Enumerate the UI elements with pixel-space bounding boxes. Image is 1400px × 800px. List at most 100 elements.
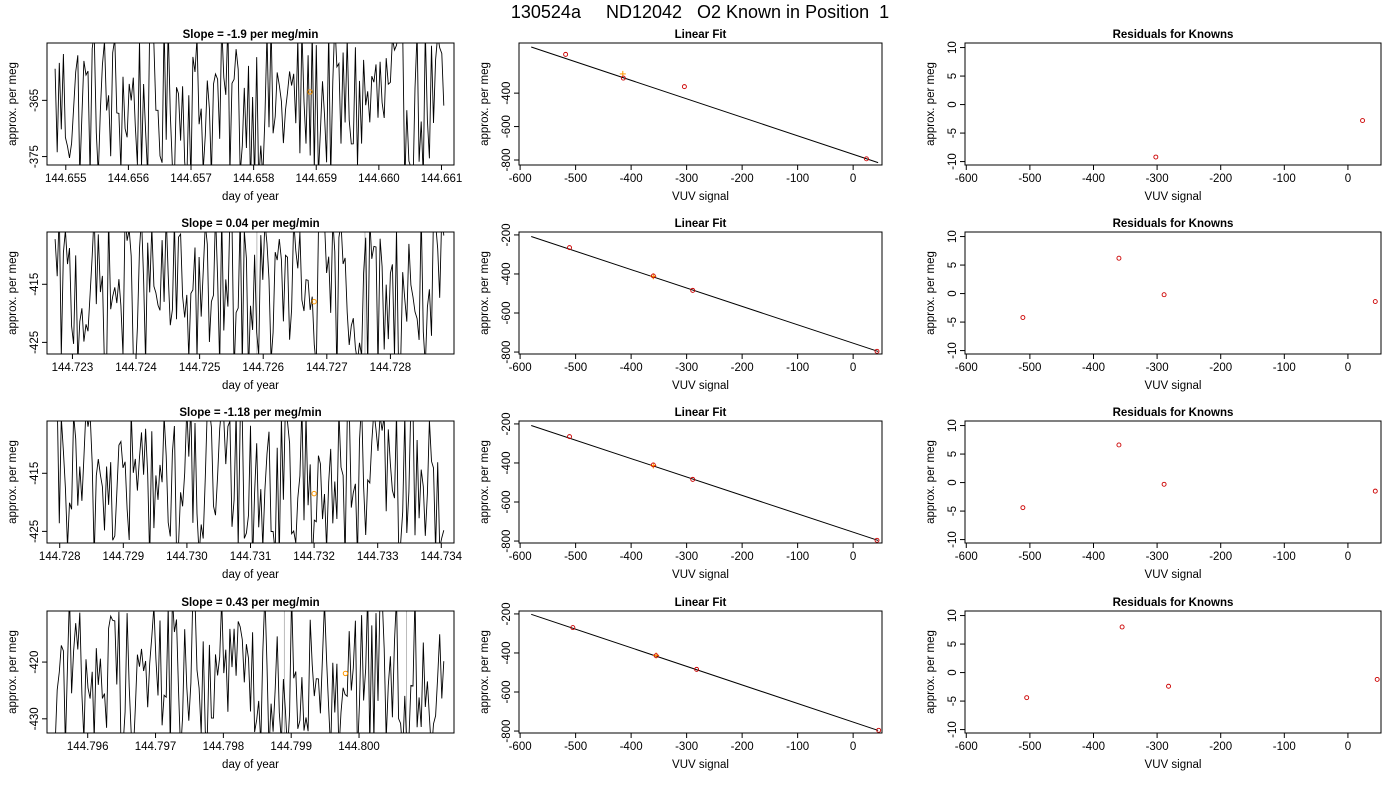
- residuals-3-ytick-label: 5: [947, 451, 959, 457]
- residuals-2-point-2: [1116, 255, 1122, 261]
- residuals-3-point-3: [1161, 481, 1167, 487]
- residuals-2-xtick-label: -600: [955, 362, 978, 374]
- linear-fit-2-point-3: [690, 287, 696, 293]
- time-series-2-title: Slope = 0.04 per meg/min: [181, 218, 319, 230]
- linear-fit-1-panel: Linear Fit -600 -500 -400 -300 -200 -100 0 -400 -…: [479, 29, 883, 203]
- time-series-1-xtick-label: 144.659: [295, 173, 337, 185]
- residuals-4-point-2: [1119, 624, 1125, 630]
- residuals-2-ylabel: approx. per meg: [925, 251, 937, 335]
- time-series-1-series-line: [54, 43, 445, 165]
- residuals-3-xtick-label: -600: [955, 551, 978, 563]
- residuals-4-ytick-label: 5: [947, 641, 959, 647]
- residuals-4-plot-area: [1024, 624, 1380, 701]
- linear-fit-4-ytick-label: -400: [501, 641, 513, 664]
- residuals-1-frame: [964, 42, 1382, 166]
- residuals-3-xtick-label: -200: [1209, 551, 1232, 563]
- time-series-4-xtick-label: 144.800: [338, 741, 380, 753]
- linear-fit-1-xtick-label: -100: [786, 173, 809, 185]
- linear-fit-2-ylabel: approx. per meg: [479, 251, 491, 335]
- linear-fit-3-ytick-label: -200: [501, 412, 513, 435]
- residuals-1-xtick-label: -200: [1209, 173, 1232, 185]
- residuals-2-xtick-label: -400: [1082, 362, 1105, 374]
- linear-fit-1-xlabel: VUV signal: [672, 191, 729, 203]
- time-series-2-xtick-label: 144.723: [52, 362, 94, 374]
- time-series-4-ytick-label: -420: [29, 651, 41, 674]
- time-series-1-xtick-label: 144.657: [170, 173, 212, 185]
- residuals-3-xtick-label: 0: [1345, 551, 1351, 563]
- time-series-1-title: Slope = -1.9 per meg/min: [183, 29, 319, 41]
- time-series-2-plot-area: [54, 232, 445, 354]
- time-series-2-frame: [46, 231, 455, 355]
- time-series-1-xtick-label: 144.656: [108, 173, 150, 185]
- linear-fit-3-ytick-label: -800: [501, 530, 513, 553]
- linear-fit-4-fit-line: [531, 613, 879, 731]
- linear-fit-3-frame: [518, 420, 883, 544]
- residuals-2-ytick-label: 0: [947, 290, 959, 296]
- linear-fit-2-ytick-label: -800: [501, 341, 513, 364]
- time-series-4-ytick-label: -430: [29, 707, 41, 730]
- linear-fit-4-ytick-label: -800: [501, 720, 513, 743]
- residuals-3-xtick-label: -500: [1018, 551, 1041, 563]
- residuals-2-title: Residuals for Knowns: [1113, 218, 1234, 230]
- residuals-3-frame: [964, 420, 1382, 544]
- time-series-4-series-line: [55, 611, 445, 733]
- linear-fit-4-xtick-label: -400: [620, 741, 643, 753]
- time-series-3-xtick-label: 144.733: [357, 551, 399, 563]
- linear-fit-2-frame: [518, 231, 883, 355]
- residuals-1-xtick-label: 0: [1345, 173, 1351, 185]
- linear-fit-3-ytick-label: -600: [501, 490, 513, 513]
- linear-fit-4-xtick-label: -200: [731, 741, 754, 753]
- linear-fit-1-xtick-label: 0: [850, 173, 856, 185]
- linear-fit-2-xtick-label: -400: [620, 362, 643, 374]
- residuals-2-xtick-label: -200: [1209, 362, 1232, 374]
- residuals-2-ytick-label: -10: [947, 342, 959, 359]
- linear-fit-4-xlabel: VUV signal: [672, 759, 729, 771]
- residuals-1-panel: Residuals for Knowns-600 -500 -400 -300 -200…: [925, 29, 1382, 203]
- time-series-3-xtick-label: 144.734: [420, 551, 462, 563]
- residuals-2-point-4: [1372, 299, 1378, 305]
- residuals-4-point-4: [1374, 676, 1380, 682]
- linear-fit-2-xlabel: VUV signal: [672, 380, 729, 392]
- time-series-1-frame: [46, 42, 455, 166]
- time-series-3-xlabel: day of year: [222, 569, 279, 581]
- residuals-3-xtick-label: -400: [1082, 551, 1105, 563]
- residuals-2-ytick-label: 5: [947, 262, 959, 268]
- linear-fit-1-ytick-label: -400: [501, 82, 513, 105]
- linear-fit-3-point-4: [874, 537, 880, 543]
- linear-fit-2-point-1: [567, 245, 572, 251]
- linear-fit-2-point-2: [650, 273, 656, 279]
- time-series-1-xtick-label: 144.655: [45, 173, 87, 185]
- residuals-3-ylabel: approx. per meg: [925, 440, 937, 524]
- linear-fit-1-title: Linear Fit: [675, 29, 727, 41]
- time-series-4-title: Slope = 0.43 per meg/min: [181, 597, 319, 609]
- linear-fit-2-ytick-label: -600: [501, 301, 513, 324]
- linear-fit-4-xtick-label: -600: [509, 741, 532, 753]
- time-series-1-xtick-label: 144.660: [358, 173, 400, 185]
- time-series-1-xtick-label: 144.661: [421, 173, 463, 185]
- linear-fit-3-xtick-label: -300: [675, 551, 698, 563]
- time-series-3-ytick-label: -415: [29, 462, 41, 485]
- linear-fit-1-xtick-label: -600: [509, 173, 532, 185]
- residuals-1-xtick-label: -500: [1018, 173, 1041, 185]
- linear-fit-1-point-1: [563, 51, 569, 57]
- residuals-4-xtick-label: 0: [1345, 741, 1351, 753]
- residuals-3-xtick-label: -100: [1273, 551, 1296, 563]
- residuals-4-xtick-label: -500: [1018, 741, 1041, 753]
- linear-fit-4-plot-area: [531, 613, 882, 733]
- residuals-4-xtick-label: -300: [1146, 741, 1169, 753]
- linear-fit-4-frame: [518, 610, 883, 734]
- linear-fit-4-xtick-label: -100: [786, 741, 809, 753]
- time-series-4-frame: [46, 610, 455, 734]
- linear-fit-4-xtick-label: -300: [675, 741, 698, 753]
- residuals-4-xtick-label: -100: [1273, 741, 1296, 753]
- time-series-3-xtick-label: 144.729: [103, 551, 145, 563]
- time-series-1-ytick-label: -365: [29, 89, 41, 112]
- residuals-3-ytick-label: -10: [947, 531, 959, 548]
- residuals-2-ytick-label: -5: [947, 317, 959, 327]
- residuals-1-xtick-label: -400: [1082, 173, 1105, 185]
- residuals-1-point-1: [1153, 154, 1159, 160]
- linear-fit-3-xtick-label: 0: [850, 551, 856, 563]
- linear-fit-2-point-4: [874, 348, 880, 354]
